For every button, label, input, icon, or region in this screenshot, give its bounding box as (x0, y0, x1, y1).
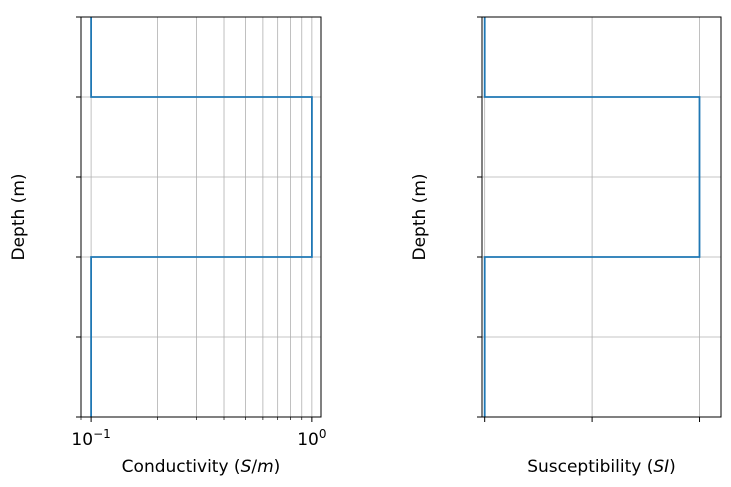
x-axis-label: Susceptibility (SI) (527, 457, 676, 477)
tick-exponent: 0 (319, 427, 327, 441)
y-axis-label: Depth (m) (410, 173, 430, 260)
x-axis-label-part: ) (274, 457, 281, 477)
axes-frame (80, 16, 322, 418)
susceptibility-plot: Susceptibility (SI) Depth (m) (410, 16, 722, 477)
x-axis-label-part: / (251, 457, 257, 477)
data-line (483, 17, 701, 417)
x-axis-label: Conductivity (S/m) (122, 457, 281, 477)
x-tick-label: 100 (297, 427, 326, 450)
x-axis-label-part: ) (669, 457, 676, 477)
x-axis-label-part: Conductivity ( (122, 457, 241, 477)
x-axis-label-part: S (241, 457, 252, 477)
tick-exponent: −1 (93, 427, 111, 441)
x-tick-label: 10−1 (71, 427, 110, 450)
x-axis-label-part: Susceptibility ( (527, 457, 653, 477)
x-axis-label-part: SI (653, 457, 669, 477)
axes-frame (481, 16, 722, 418)
tick-base: 10 (297, 430, 319, 450)
tick-base: 10 (71, 430, 93, 450)
x-axis-label-part: m (257, 457, 274, 477)
data-line (90, 17, 313, 417)
y-axis-label: Depth (m) (9, 173, 29, 260)
